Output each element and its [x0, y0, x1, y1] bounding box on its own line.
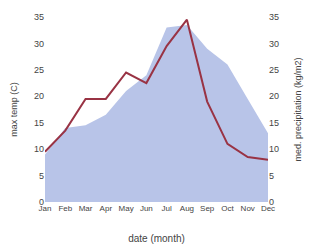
svg-text:Aug: Aug — [180, 204, 194, 213]
svg-text:Mar: Mar — [79, 204, 93, 213]
svg-text:20: 20 — [34, 91, 44, 101]
svg-text:30: 30 — [269, 39, 279, 49]
svg-text:20: 20 — [269, 91, 279, 101]
svg-text:max temp (C): max temp (C) — [9, 82, 19, 137]
svg-text:15: 15 — [34, 118, 44, 128]
svg-text:25: 25 — [269, 65, 279, 75]
svg-text:date (month): date (month) — [128, 233, 185, 244]
svg-text:30: 30 — [34, 39, 44, 49]
svg-text:Jan: Jan — [39, 204, 52, 213]
svg-text:25: 25 — [34, 65, 44, 75]
svg-text:Sep: Sep — [200, 204, 215, 213]
svg-text:Oct: Oct — [221, 204, 234, 213]
svg-text:0: 0 — [269, 197, 274, 207]
svg-text:Apr: Apr — [100, 204, 113, 213]
svg-text:15: 15 — [269, 118, 279, 128]
svg-text:10: 10 — [269, 144, 279, 154]
svg-text:5: 5 — [269, 171, 274, 181]
svg-text:35: 35 — [34, 12, 44, 22]
svg-text:0: 0 — [39, 197, 44, 207]
svg-text:35: 35 — [269, 12, 279, 22]
svg-text:Feb: Feb — [58, 204, 72, 213]
svg-text:med. precipitation (kg/m2): med. precipitation (kg/m2) — [293, 57, 303, 161]
svg-text:May: May — [119, 204, 134, 213]
svg-text:Jul: Jul — [162, 204, 172, 213]
svg-text:Jun: Jun — [140, 204, 153, 213]
svg-text:5: 5 — [39, 171, 44, 181]
svg-text:Dec: Dec — [261, 204, 275, 213]
svg-text:10: 10 — [34, 144, 44, 154]
svg-text:Nov: Nov — [241, 204, 255, 213]
